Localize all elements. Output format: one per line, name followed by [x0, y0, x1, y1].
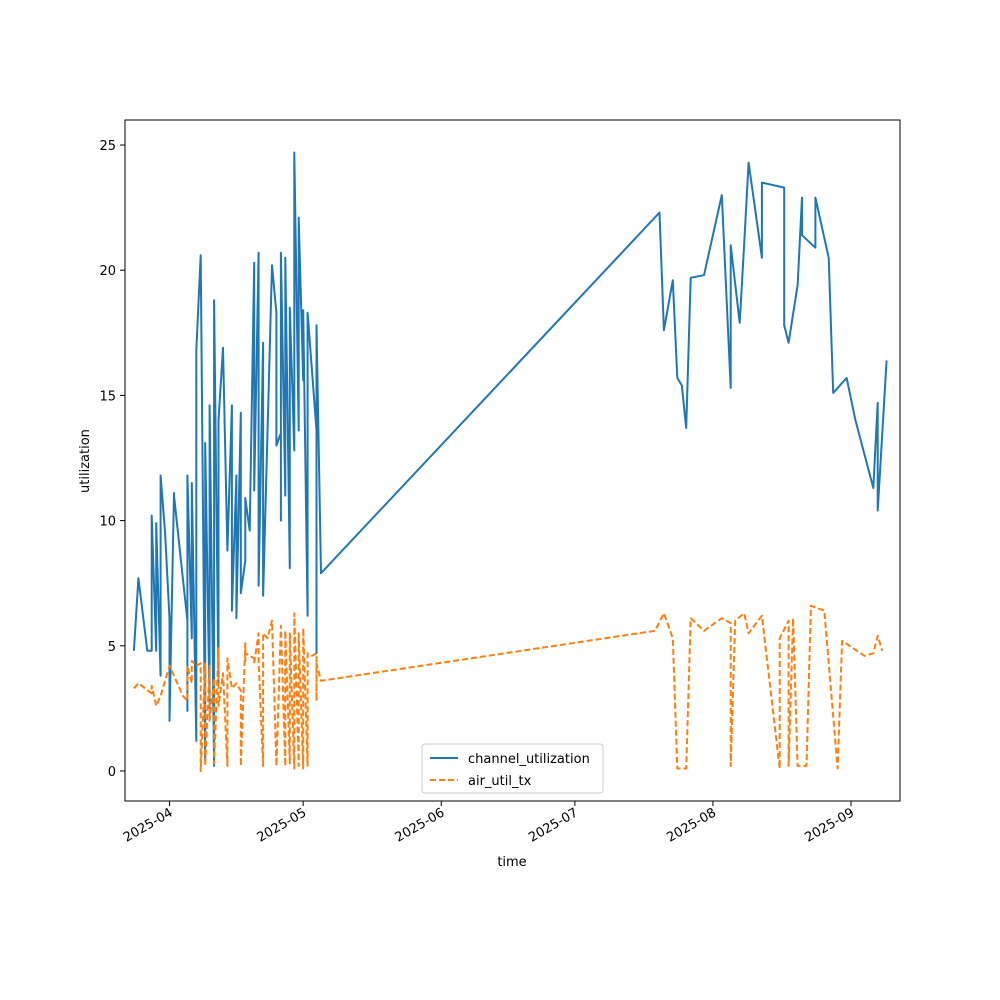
y-axis-label: utilization: [78, 429, 93, 493]
legend-label-channel-utilization: channel_utilization: [468, 752, 590, 767]
axes-frame: [124, 119, 901, 802]
x-axis-label: time: [497, 855, 526, 870]
y-tick-label: 0: [108, 765, 116, 780]
series-line-air-util-tx: [133, 604, 884, 772]
plot-area: [132, 151, 888, 772]
y-tick-label: 25: [99, 139, 116, 154]
y-tick-label: 5: [108, 640, 116, 655]
legend-box: [421, 743, 604, 794]
legend-label-air-util-tx: air_util_tx: [468, 774, 532, 789]
y-tick-label: 10: [99, 515, 116, 530]
legend: channel_utilization air_util_tx: [421, 743, 604, 794]
y-tick-label: 15: [99, 389, 116, 404]
y-tick-label: 20: [99, 264, 116, 279]
y-axis-ticks: 0 5 10 15 20 25: [99, 139, 125, 780]
series-line-channel-utilization: [132, 151, 888, 767]
